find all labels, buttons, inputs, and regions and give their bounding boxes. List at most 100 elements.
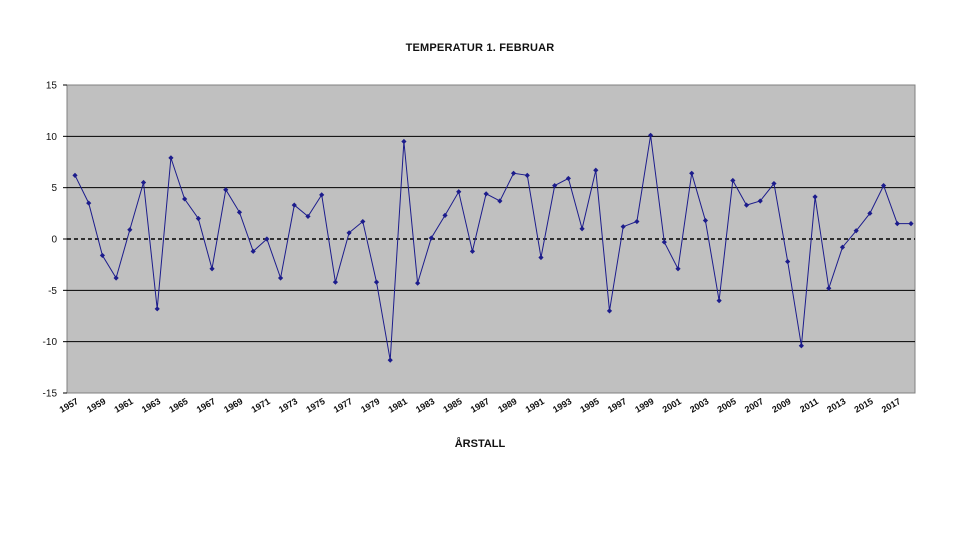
data-point [469, 248, 476, 254]
data-point [99, 252, 106, 259]
series-line [74, 135, 911, 361]
y-tick-label: -5 [48, 286, 57, 297]
data-point [319, 192, 325, 198]
data-point [387, 357, 393, 363]
data-point [360, 218, 366, 225]
x-tick-label: 1989 [496, 396, 518, 415]
x-tick-label: 1985 [441, 396, 463, 415]
x-tick-label: 1993 [551, 396, 573, 415]
data-point [195, 215, 201, 222]
data-point [606, 308, 613, 314]
data-point [168, 155, 174, 161]
data-point [648, 132, 654, 138]
x-axis-ticks: 1957 1959 1961 1963 1965 1967 1969 1971 1973 1975… [58, 396, 903, 415]
data-point [524, 172, 530, 178]
data-point [839, 244, 846, 250]
data-point [743, 202, 750, 208]
x-tick-label: 2003 [688, 396, 710, 415]
data-point [661, 239, 667, 245]
data-point [483, 191, 489, 197]
x-tick-label: 2015 [853, 396, 875, 415]
data-point [579, 226, 585, 232]
data-point [415, 280, 421, 286]
x-tick-label: 2013 [825, 396, 847, 415]
data-point [785, 258, 791, 265]
data-point [771, 180, 777, 187]
y-axis-ticks: 15 10 5 0 -5 -10 -15 [43, 81, 67, 400]
data-point [113, 275, 119, 281]
data-point [702, 217, 709, 224]
data-point [401, 138, 407, 145]
x-tick-label: 1977 [332, 396, 354, 415]
data-point [538, 254, 544, 261]
x-tick-label: 1965 [167, 396, 189, 415]
data-point [86, 200, 92, 206]
data-point [332, 279, 338, 285]
data-point [894, 221, 900, 227]
data-point [236, 209, 243, 215]
y-tick-label: -15 [43, 389, 58, 400]
data-point [277, 275, 284, 281]
y-tick-label: 10 [46, 132, 58, 143]
gridlines [67, 135, 915, 343]
data-point [552, 183, 558, 189]
x-tick-label: 1983 [414, 396, 436, 415]
x-tick-label: 2001 [661, 396, 683, 415]
data-point [209, 266, 215, 272]
x-tick-label: 1969 [222, 396, 244, 415]
x-tick-label: 1981 [387, 396, 409, 415]
x-tick-label: 1987 [469, 396, 491, 415]
x-tick-label: 1967 [195, 396, 217, 415]
data-point [346, 230, 352, 236]
data-point [497, 198, 503, 204]
y-tick-label: 15 [46, 81, 58, 92]
data-point [72, 172, 78, 178]
data-point [689, 170, 695, 176]
data-point [442, 212, 448, 218]
x-tick-label: 1961 [112, 396, 134, 415]
chart-title: TEMPERATUR 1. FEBRUAR [405, 42, 555, 54]
data-point [812, 194, 818, 200]
x-tick-label: 2005 [715, 396, 737, 415]
data-point [880, 183, 887, 189]
x-tick-label: 1973 [277, 396, 299, 415]
data-point [867, 210, 873, 216]
data-point [250, 248, 256, 254]
y-tick-label: -10 [43, 337, 58, 348]
data-point [373, 279, 380, 285]
data-point [593, 167, 599, 173]
data-point [716, 298, 722, 304]
x-tick-label: 1999 [633, 396, 655, 415]
x-tick-label: 1979 [359, 396, 381, 415]
data-point [264, 236, 270, 242]
x-tick-label: 1991 [524, 396, 546, 415]
data-point [853, 228, 859, 234]
x-tick-label: 1975 [304, 396, 326, 415]
data-point [140, 179, 147, 186]
data-point [565, 175, 571, 182]
data-point [291, 202, 297, 208]
x-tick-label: 1971 [250, 396, 272, 415]
data-point [675, 266, 681, 272]
x-tick-label: 1957 [58, 396, 80, 415]
y-tick-label: 0 [51, 235, 57, 246]
x-axis-label: ÅRSTALL [454, 438, 506, 450]
data-point [182, 196, 188, 202]
x-tick-label: 2007 [743, 396, 765, 415]
data-point [826, 285, 832, 291]
data-point [305, 213, 311, 220]
x-tick-label: 2017 [880, 396, 902, 415]
data-point [154, 306, 160, 312]
y-tick-label: 5 [51, 183, 57, 194]
data-point [127, 227, 133, 233]
data-point [798, 343, 804, 349]
data-point [456, 189, 462, 195]
x-tick-label: 2011 [798, 396, 820, 414]
data-points [72, 132, 914, 363]
x-tick-label: 1997 [606, 396, 628, 415]
x-tick-label: 2009 [770, 396, 792, 415]
data-point [730, 177, 736, 184]
data-point [510, 170, 517, 176]
data-point [428, 235, 434, 241]
